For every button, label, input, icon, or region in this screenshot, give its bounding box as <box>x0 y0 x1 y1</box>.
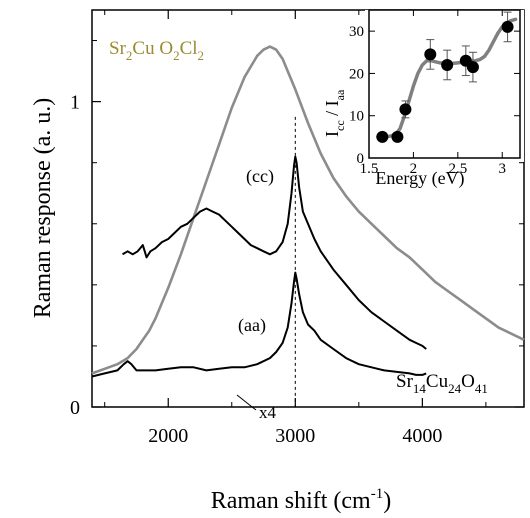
compound-label-bottom: Sr14Cu24O41 <box>396 371 488 396</box>
compound-bottom-sub1: 14 <box>413 381 427 396</box>
x-axis-title-sup: -1 <box>371 486 384 502</box>
compound-bottom-sub2: 24 <box>448 381 462 396</box>
inset-y-title-main: I <box>322 131 342 137</box>
inset-y-title-sub1: cc <box>333 120 347 131</box>
series-line-aa <box>91 271 427 378</box>
x-axis-title-tail: ) <box>383 488 391 514</box>
compound-top-part1: Sr <box>109 38 127 59</box>
x-tick-label: 4000 <box>402 425 442 447</box>
compound-top-part2: Cu O <box>132 38 173 59</box>
inset-data-point <box>441 58 454 71</box>
inset-y-tick-label: 0 <box>357 151 365 167</box>
inset-y-tick-label: 20 <box>349 66 364 82</box>
compound-top-sub3: 2 <box>198 48 205 63</box>
compound-bottom-part3: O <box>461 371 475 392</box>
inset-data-point <box>424 48 437 61</box>
x-tick-label: 2000 <box>148 425 188 447</box>
compound-top-sub2: 2 <box>173 48 180 63</box>
y-tick-label: 1 <box>70 92 80 114</box>
inset-x-tick-label: 1.5 <box>360 161 379 177</box>
series-line-cc <box>121 155 427 350</box>
x-axis-title-main: Raman shift (cm <box>211 488 371 514</box>
y-tick-label: 0 <box>70 397 80 419</box>
compound-top-sub1: 2 <box>126 48 133 63</box>
inset-data-point <box>399 103 412 116</box>
label-cc: (cc) <box>246 166 274 187</box>
main-axis-ticks: 2000 3000 4000 0 1 <box>70 10 524 447</box>
inset-series-group <box>376 11 518 143</box>
inset-data-point <box>376 130 389 143</box>
inset-y-axis-title: Icc / Iaa <box>322 89 347 137</box>
compound-bottom-sub3: 41 <box>475 381 488 396</box>
compound-top-part3: Cl <box>180 38 198 59</box>
inset-data-point <box>391 130 404 143</box>
main-series-group <box>91 45 525 378</box>
inset-x-tick-label: 3 <box>498 161 506 177</box>
series-line-sr2 <box>91 45 525 375</box>
inset-y-title-mid: / I <box>322 100 342 120</box>
inset-data-point <box>466 61 479 74</box>
inset-x-tick-label: 2.5 <box>448 161 467 177</box>
x4-pointer-line <box>236 394 257 411</box>
main-plot-frame <box>91 9 525 408</box>
inset-y-title-sub2: aa <box>333 89 347 100</box>
inset-plot-frame <box>368 9 521 159</box>
label-aa: (aa) <box>238 315 266 336</box>
inset-y-tick-label: 10 <box>349 109 364 125</box>
compound-bottom-part2: Cu <box>426 371 449 392</box>
compound-bottom-part1: Sr <box>396 371 414 392</box>
inset-x-axis-title: Energy (eV) <box>375 168 464 189</box>
inset-x-tick-label: 2 <box>410 161 418 177</box>
x-axis-title: Raman shift (cm-1) <box>211 486 391 514</box>
compound-label-top: Sr2Cu O2Cl2 <box>109 38 204 63</box>
main-chart: 2000 3000 4000 0 1 Raman shift (cm-1) Raman … <box>30 9 525 514</box>
y-axis-title: Raman response (a. u.) <box>30 98 56 319</box>
x-tick-label: 3000 <box>275 425 315 447</box>
label-x4: x4 <box>259 403 277 422</box>
inset-data-point <box>501 20 514 33</box>
inset-y-tick-label: 30 <box>349 24 364 40</box>
